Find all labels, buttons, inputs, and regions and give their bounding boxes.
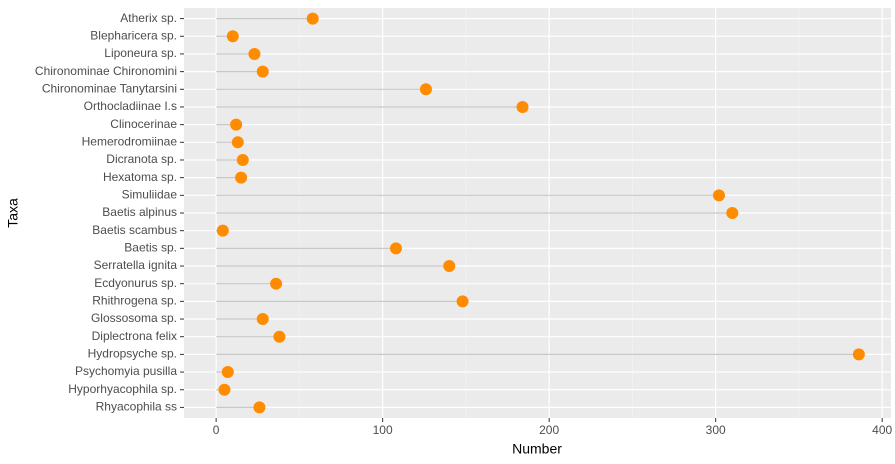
x-tick-label: 300 <box>706 423 726 437</box>
y-tick-label: Serratella ignita <box>94 258 178 272</box>
y-tick-label: Ecdyonurus sp. <box>94 276 177 290</box>
y-tick-label: Hexatoma sp. <box>103 170 177 184</box>
x-axis-title: Number <box>512 441 562 457</box>
point <box>273 330 286 343</box>
y-tick-label: Blepharicera sp. <box>90 28 177 42</box>
point <box>221 366 234 379</box>
point <box>419 83 432 96</box>
y-tick-label: Rhithrogena sp. <box>92 294 177 308</box>
point <box>231 136 244 149</box>
point <box>235 171 248 184</box>
point <box>256 65 269 78</box>
y-tick-label: Atherix sp. <box>120 11 177 25</box>
point <box>236 153 249 166</box>
y-tick-label: Hemerodromiinae <box>82 134 178 148</box>
point <box>712 189 725 202</box>
y-tick-label: Diplectrona felix <box>92 329 177 343</box>
point <box>253 401 266 414</box>
point <box>852 348 865 361</box>
y-tick-label: Baetis sp. <box>124 241 177 255</box>
point <box>306 12 319 25</box>
point <box>216 224 229 237</box>
point <box>389 242 402 255</box>
point <box>226 30 239 43</box>
point <box>256 313 269 326</box>
point <box>516 100 529 113</box>
y-tick-label: Baetis alpinus <box>102 205 177 219</box>
point <box>230 118 243 131</box>
point <box>248 47 261 60</box>
y-tick-label: Rhyacophila ss <box>96 400 177 414</box>
y-tick-label: Dicranota sp. <box>106 152 177 166</box>
x-tick-label: 100 <box>373 423 393 437</box>
x-tick-label: 200 <box>539 423 559 437</box>
point <box>270 277 283 290</box>
y-tick-label: Chironominae Chironomini <box>35 64 177 78</box>
y-tick-label: Baetis scambus <box>92 223 177 237</box>
y-tick-label: Clinocerinae <box>110 117 177 131</box>
y-tick-label: Hydropsyche sp. <box>88 347 177 361</box>
y-tick-label: Hyporhyacophila sp. <box>68 382 177 396</box>
y-tick-label: Chironominae Tanytarsini <box>42 81 177 95</box>
point <box>443 260 456 273</box>
point <box>456 295 469 308</box>
point <box>726 207 739 219</box>
y-tick-label: Liponeura sp. <box>104 46 177 60</box>
y-tick-label: Glossosoma sp. <box>91 311 177 325</box>
y-axis-title: Taxa <box>5 198 21 228</box>
point <box>218 383 231 396</box>
y-tick-label: Orthocladiinae I.s <box>84 99 177 113</box>
y-tick-label: Psychomyia pusilla <box>75 364 177 378</box>
x-tick-label: 0 <box>213 423 220 437</box>
y-tick-label: Simuliidae <box>122 187 178 201</box>
x-tick-label: 400 <box>872 423 892 437</box>
